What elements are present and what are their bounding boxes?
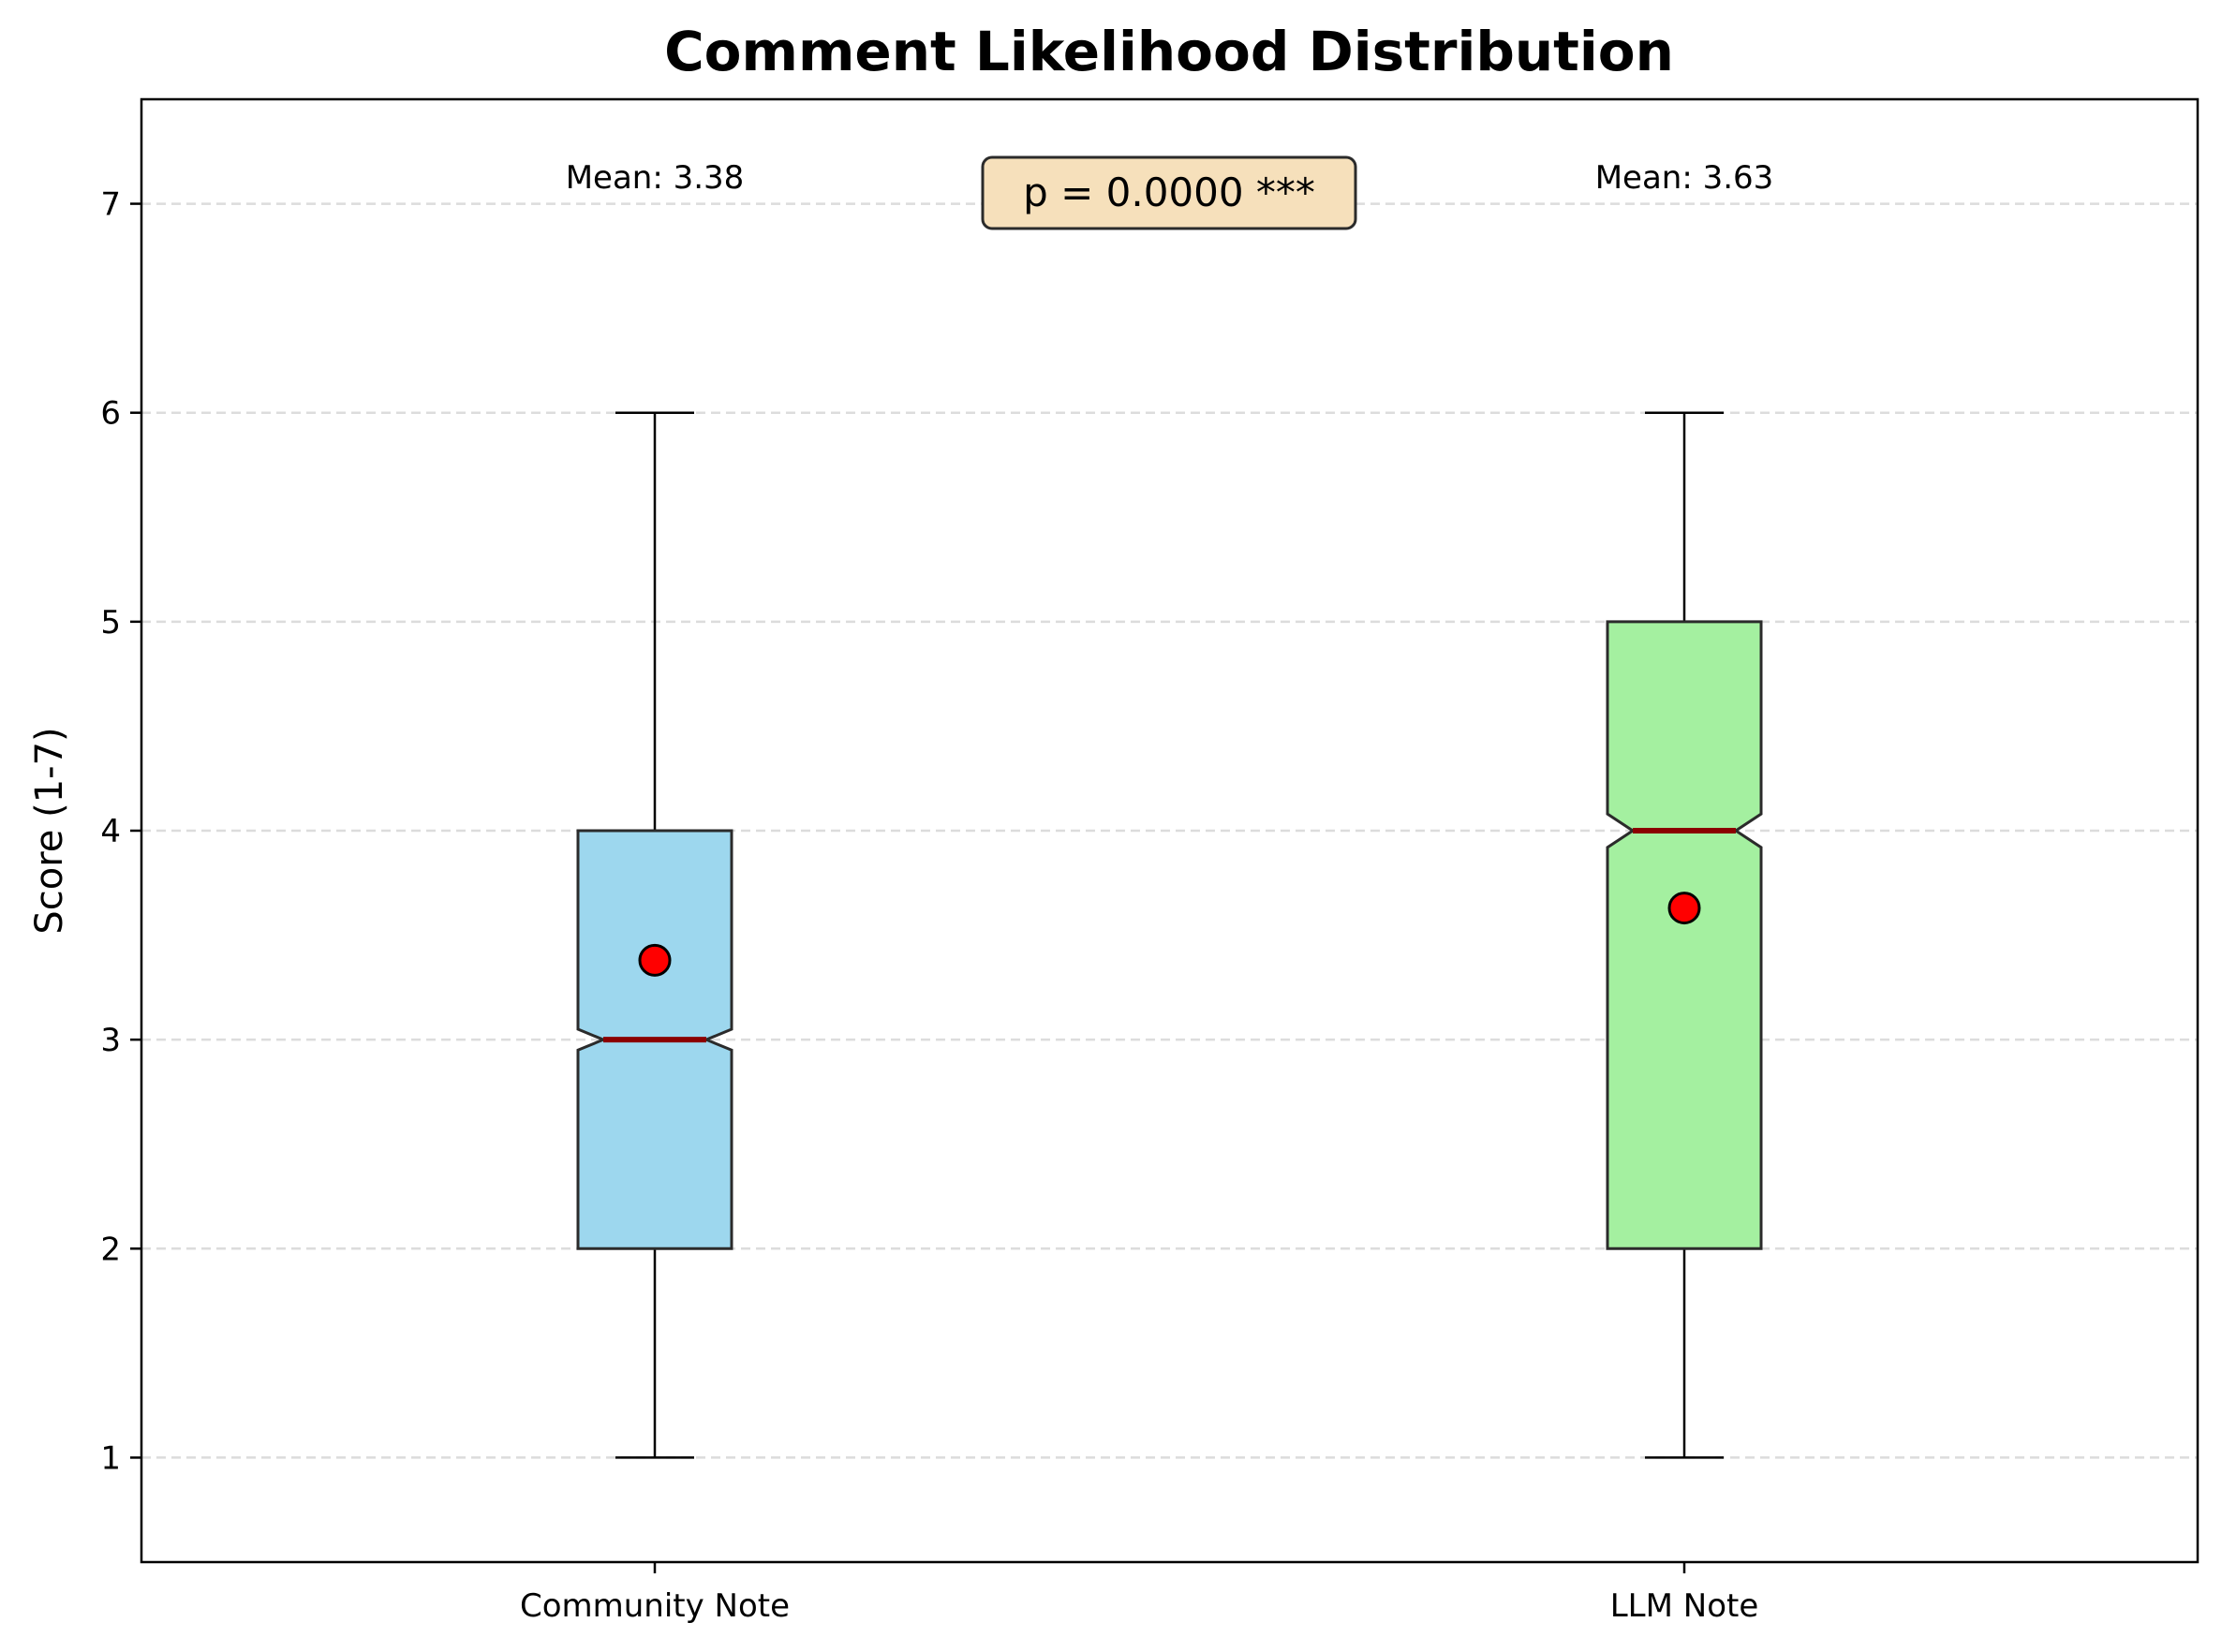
box-plots: Mean: 3.38 Mean: 3.63 xyxy=(566,159,1774,1459)
mean-marker xyxy=(1667,892,1701,925)
mean-marker xyxy=(638,943,672,977)
y-axis-label: Score (1-7) xyxy=(28,727,71,934)
p-value-annotation: p = 0.0000 *** xyxy=(981,155,1357,230)
y-tick-label-1: 1 xyxy=(100,1439,121,1477)
y-tick-label-4: 4 xyxy=(100,813,121,850)
axes: 1 2 3 4 5 6 7 Community Note LLM Note xyxy=(100,186,1758,1625)
p-value-text: p = 0.0000 *** xyxy=(1023,170,1315,215)
y-tick-label-2: 2 xyxy=(100,1231,121,1268)
y-tick-label-6: 6 xyxy=(100,395,121,433)
box-plot-2: Mean: 3.63 xyxy=(1595,159,1774,1459)
x-tick-label-1: Community Note xyxy=(520,1587,790,1625)
p-value-box xyxy=(981,155,1357,230)
y-tick-label-5: 5 xyxy=(100,604,121,642)
mean-label: Mean: 3.38 xyxy=(566,159,745,197)
chart-title: Comment Likelihood Distribution xyxy=(664,20,1674,83)
box-body xyxy=(1606,620,1763,1250)
mean-label: Mean: 3.63 xyxy=(1595,159,1774,197)
x-tick-label-2: LLM Note xyxy=(1610,1587,1759,1625)
y-tick-label-3: 3 xyxy=(100,1022,121,1059)
box-plot-1: Mean: 3.38 xyxy=(566,159,745,1459)
y-tick-label-7: 7 xyxy=(100,186,121,224)
